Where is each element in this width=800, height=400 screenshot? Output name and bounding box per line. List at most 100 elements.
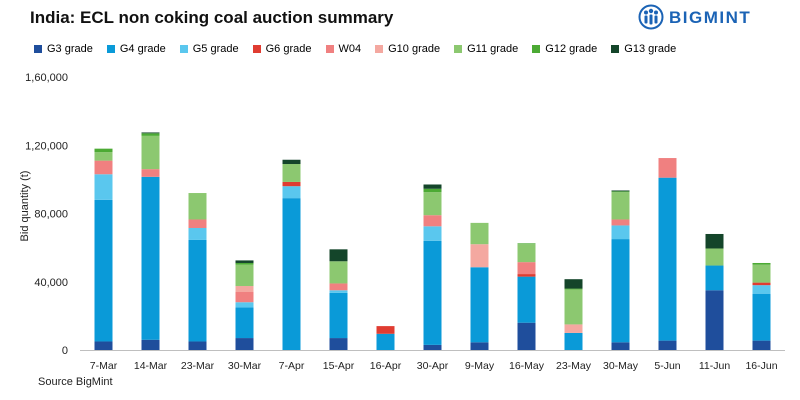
bar-segment (423, 188, 442, 193)
legend-label: W04 (338, 43, 362, 55)
bar-segment (188, 341, 207, 350)
bar-segment (564, 288, 583, 290)
bar-segment (470, 342, 489, 350)
legend-label: G10 grade (388, 43, 441, 55)
bar-segment (517, 243, 536, 245)
bar-segment (564, 324, 583, 333)
legend-label: G5 grade (192, 43, 239, 55)
bar-segment (329, 290, 348, 293)
bar-segment (752, 282, 771, 286)
legend-swatch (34, 45, 42, 53)
chart-title: India: ECL non coking coal auction summa… (30, 8, 394, 27)
bar-segment (752, 293, 771, 341)
legend-swatch (611, 45, 620, 53)
bar-segment (564, 289, 583, 325)
bar-segment (329, 292, 348, 339)
bar-segment (423, 192, 442, 216)
bar-segment (94, 199, 113, 342)
bar-segment (423, 344, 442, 350)
legend-label: G4 grade (119, 43, 166, 55)
legend-item: W04 (325, 40, 362, 58)
legend-label: G6 grade (265, 43, 312, 55)
bar-segment (705, 233, 724, 249)
bar-segment (94, 341, 113, 350)
bar-segment (752, 340, 771, 350)
bar-segment (658, 158, 677, 178)
legend-item: G5 grade (179, 40, 239, 58)
bar-segment (517, 276, 536, 323)
bar-segment (517, 262, 536, 275)
bar-segment (658, 177, 677, 341)
bar-segment (235, 338, 254, 350)
legend-label: G3 grade (47, 43, 93, 55)
bar-segment (376, 333, 395, 350)
legend-item: G12 grade (532, 40, 597, 58)
source-note: Source BigMint (38, 376, 113, 388)
bar-segment (141, 133, 160, 136)
bar-segment (329, 261, 348, 284)
bar-segment (517, 322, 536, 350)
y-axis: 0 40,000 80,000 1,20,000 1,60,000 (25, 72, 68, 357)
bar-segment (423, 184, 442, 189)
bar-segment (752, 285, 771, 294)
bar-segment (141, 135, 160, 170)
legend-item: G10 grade (375, 40, 440, 58)
bar-segment (235, 260, 254, 263)
bar-segment (329, 338, 348, 350)
y-tick-label: 80,000 (34, 209, 68, 221)
legend-label: G13 grade (624, 43, 677, 55)
bar-segment (282, 159, 301, 165)
x-tick-label: 30-Apr (417, 360, 449, 372)
bar-segment (705, 265, 724, 291)
y-axis-label: Bid quantity (t) (19, 171, 31, 242)
bar-segment (611, 239, 630, 343)
x-axis: 7-Mar 14-Mar 23-Mar 30-Mar 7-Apr 15-Apr 16-Apr… (80, 350, 785, 372)
bar-segment (235, 286, 254, 292)
legend-item: G4 grade (106, 40, 166, 58)
bar-segment (517, 274, 536, 277)
bar-segment (611, 190, 630, 192)
bar-segment (423, 215, 442, 227)
bar-segment (376, 326, 395, 334)
legend-swatch (375, 45, 384, 53)
bar-segment (470, 244, 489, 268)
bar-segment (423, 240, 442, 345)
bar-segment (611, 225, 630, 240)
bar-segment (94, 152, 113, 161)
bar-segment (188, 228, 207, 240)
x-tick-label: 15-Apr (323, 360, 355, 372)
bar-segment (188, 239, 207, 342)
bar-segment (470, 222, 489, 245)
x-tick-label: 30-May (603, 360, 639, 372)
y-tick-label: 0 (62, 345, 68, 357)
bar-segment (94, 174, 113, 200)
bar-segment (94, 148, 113, 153)
legend-item: G13 grade (611, 40, 676, 58)
bar-segment (705, 290, 724, 350)
bar-segment (282, 164, 301, 182)
bar-segment (235, 291, 254, 303)
bigmint-logo-icon: BIGMINT (638, 4, 751, 30)
bars-group (94, 132, 771, 350)
legend-swatch (532, 45, 541, 53)
x-tick-label: 16-Apr (370, 360, 402, 372)
bar-segment (235, 262, 254, 265)
legend-swatch (252, 45, 261, 53)
bar-segment (141, 176, 160, 340)
y-tick-label: 1,20,000 (25, 140, 68, 152)
bar-segment (235, 264, 254, 287)
brand-name: BIGMINT (669, 8, 751, 27)
bar-segment (611, 191, 630, 193)
bar-segment (517, 244, 536, 263)
x-tick-label: 16-Jun (745, 360, 777, 372)
x-tick-label: 5-Jun (654, 360, 680, 372)
x-tick-label: 16-May (509, 360, 545, 372)
legend-swatch (454, 45, 463, 53)
brand-logo: BIGMINT (636, 2, 786, 32)
chart-legend: G3 grade G4 grade G5 grade G6 grade W04 G10 g… (34, 40, 690, 58)
legend-label: G12 grade (545, 43, 598, 55)
bar-segment (141, 132, 160, 134)
bar-segment (235, 307, 254, 339)
y-tick-label: 40,000 (34, 277, 68, 289)
